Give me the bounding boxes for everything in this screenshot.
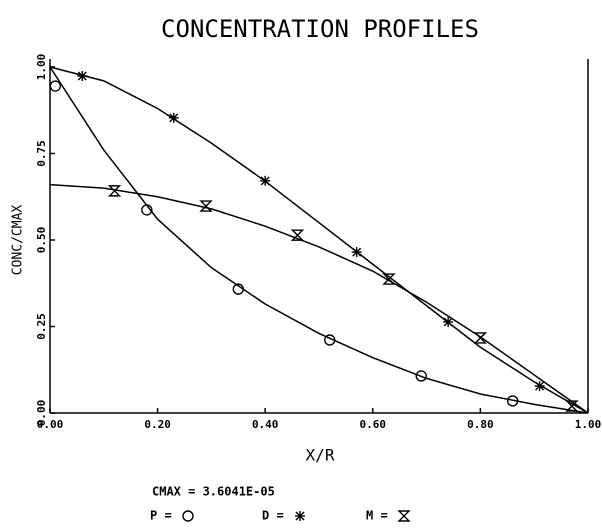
marker-hourglass: [473, 332, 488, 344]
data-point: [290, 229, 305, 241]
marker-stroke: [77, 71, 87, 81]
legend-label: D =: [262, 509, 284, 523]
marker-stroke: [169, 113, 179, 123]
data-point: [168, 112, 179, 123]
data-point: [473, 332, 488, 344]
legend-marker: [295, 511, 305, 521]
y-tick-label: 0.50: [35, 227, 48, 254]
data-point: [77, 70, 88, 81]
x-tick-label: 1.00: [575, 418, 602, 431]
curve: [49, 66, 589, 414]
legend-marker: [397, 510, 411, 522]
x-tick-label: 0.80: [467, 418, 494, 431]
marker-circle: [141, 204, 153, 216]
data-point: [351, 247, 362, 258]
data-point: [415, 370, 427, 382]
marker-hourglass: [199, 200, 213, 212]
data-point: [382, 273, 396, 285]
y-tick-label: 0.00: [35, 400, 48, 427]
marker-hourglass: [290, 229, 305, 241]
y-axis-label: CONC/CMAX: [11, 205, 26, 276]
data-point: [49, 80, 62, 92]
data-point: [506, 395, 519, 407]
marker-hourglass: [107, 185, 122, 197]
legend-label: P =: [150, 509, 172, 523]
marker-circle: [506, 395, 519, 407]
chart-title: CONCENTRATION PROFILES: [161, 15, 479, 43]
data-point: [199, 200, 213, 212]
marker-hourglass: [565, 400, 579, 412]
data-point: [107, 185, 122, 197]
marker-circle: [324, 334, 336, 346]
marker-circle: [232, 283, 245, 295]
marker-hourglass: [382, 273, 396, 285]
marker-stroke: [352, 247, 362, 257]
y-tick-label: 1.00: [35, 54, 48, 81]
marker-hourglass: [397, 510, 411, 522]
data-point: [260, 175, 271, 186]
y-tick-label: 0.75: [35, 140, 48, 167]
marker-circle: [182, 510, 194, 522]
marker-circle: [415, 370, 427, 382]
marker-stroke: [535, 381, 545, 391]
x-tick-label: 0.40: [252, 418, 279, 431]
legend-label: M =: [366, 509, 388, 523]
note: CMAX = 3.6041E-05: [152, 485, 275, 499]
x-tick-label: 0.00: [37, 418, 64, 431]
data-point: [232, 283, 245, 295]
y-tick-label: 0.25: [35, 313, 48, 340]
marker-stroke: [295, 511, 305, 521]
data-point: [443, 317, 454, 328]
legend-marker: [182, 510, 194, 522]
marker-stroke: [443, 317, 453, 327]
data-point: [141, 204, 153, 216]
data-point: [324, 334, 336, 346]
x-axis-label: X/R: [306, 446, 335, 465]
curve: [49, 183, 589, 414]
x-tick-label: 0.60: [360, 418, 387, 431]
marker-circle: [49, 80, 62, 92]
x-tick-label: 0.20: [144, 418, 171, 431]
marker-stroke: [260, 176, 270, 186]
data-point: [565, 400, 579, 412]
curve: [49, 66, 589, 414]
data-point: [534, 381, 545, 392]
